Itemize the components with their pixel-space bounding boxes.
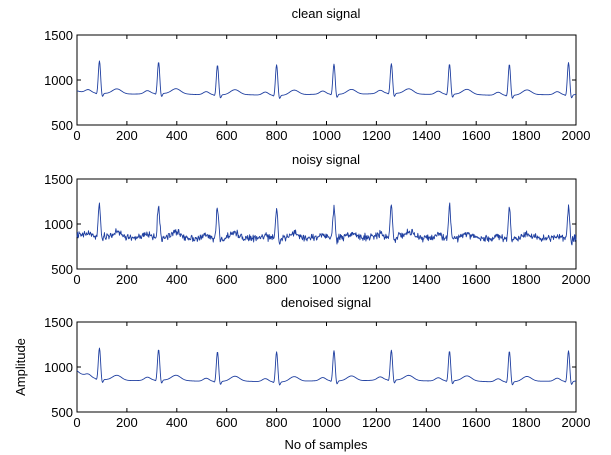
- y-tick-label: 500: [51, 262, 73, 277]
- y-tick-label: 1000: [44, 360, 73, 375]
- x-tick-label: 1200: [362, 415, 391, 430]
- x-tick-label: 400: [166, 272, 188, 287]
- x-tick-label: 800: [266, 272, 288, 287]
- x-tick-label: 200: [116, 272, 138, 287]
- x-tick-label: 400: [166, 415, 188, 430]
- x-axis-label: No of samples: [284, 437, 368, 452]
- x-tick-label: 200: [116, 128, 138, 143]
- y-tick-label: 1500: [44, 172, 73, 187]
- x-tick-label: 1600: [462, 415, 491, 430]
- plot-area: [76, 347, 577, 386]
- x-tick-label: 600: [216, 128, 238, 143]
- x-axis: 0 200 400 600 800 1000 1200 1400 1600 1800 2000: [73, 322, 590, 430]
- x-tick-label: 1400: [412, 415, 441, 430]
- x-tick-label: 400: [166, 128, 188, 143]
- x-tick-label: 1800: [512, 415, 541, 430]
- x-tick-label: 1400: [412, 272, 441, 287]
- x-tick-label: 800: [266, 128, 288, 143]
- x-tick-label: 0: [73, 128, 80, 143]
- y-tick-label: 1000: [44, 73, 73, 88]
- series-line: [76, 60, 577, 99]
- x-tick-label: 2000: [562, 128, 591, 143]
- y-axis: 500 1000 1500: [44, 315, 576, 420]
- subplot-clean-signal: clean signal 0 200 400 600 800 1000 1200 1400 16…: [44, 6, 590, 143]
- y-axis-label: Amplitude: [13, 338, 28, 396]
- y-tick-label: 1500: [44, 315, 73, 330]
- x-axis: 0 200 400 600 800 1000 1200 1400 1600 1800 2000: [73, 35, 590, 143]
- x-tick-label: 1000: [312, 415, 341, 430]
- x-axis: 0 200 400 600 800 1000 1200 1400 1600 1800 2000: [73, 179, 590, 287]
- y-tick-label: 1500: [44, 28, 73, 43]
- plot-area: [76, 60, 577, 99]
- y-axis: 500 1000 1500: [44, 28, 576, 133]
- x-tick-label: 1200: [362, 128, 391, 143]
- subplot-title: clean signal: [292, 6, 361, 21]
- plot-area: [76, 202, 577, 246]
- x-tick-label: 1000: [312, 272, 341, 287]
- x-tick-label: 2000: [562, 415, 591, 430]
- series-line: [76, 202, 577, 246]
- x-tick-label: 0: [73, 415, 80, 430]
- x-tick-label: 1400: [412, 128, 441, 143]
- y-axis: 500 1000 1500: [44, 172, 576, 277]
- x-tick-label: 0: [73, 272, 80, 287]
- series-line: [76, 347, 577, 386]
- x-tick-label: 1600: [462, 128, 491, 143]
- x-tick-label: 1600: [462, 272, 491, 287]
- y-tick-label: 1000: [44, 217, 73, 232]
- subplot-noisy-signal: noisy signal 0 200 400 600 800 1000 1200 1400 16…: [44, 152, 590, 287]
- x-tick-label: 1000: [312, 128, 341, 143]
- subplot-title: noisy signal: [292, 152, 360, 167]
- subplot-title: denoised signal: [281, 295, 371, 310]
- x-tick-label: 1200: [362, 272, 391, 287]
- x-tick-label: 600: [216, 415, 238, 430]
- y-tick-label: 500: [51, 118, 73, 133]
- y-tick-label: 500: [51, 405, 73, 420]
- subplot-denoised-signal: denoised signal 0 200 400 600 800 1000 1200 140…: [44, 295, 590, 430]
- x-tick-label: 2000: [562, 272, 591, 287]
- x-tick-label: 1800: [512, 272, 541, 287]
- x-tick-label: 800: [266, 415, 288, 430]
- x-tick-label: 1800: [512, 128, 541, 143]
- x-tick-label: 600: [216, 272, 238, 287]
- x-tick-label: 200: [116, 415, 138, 430]
